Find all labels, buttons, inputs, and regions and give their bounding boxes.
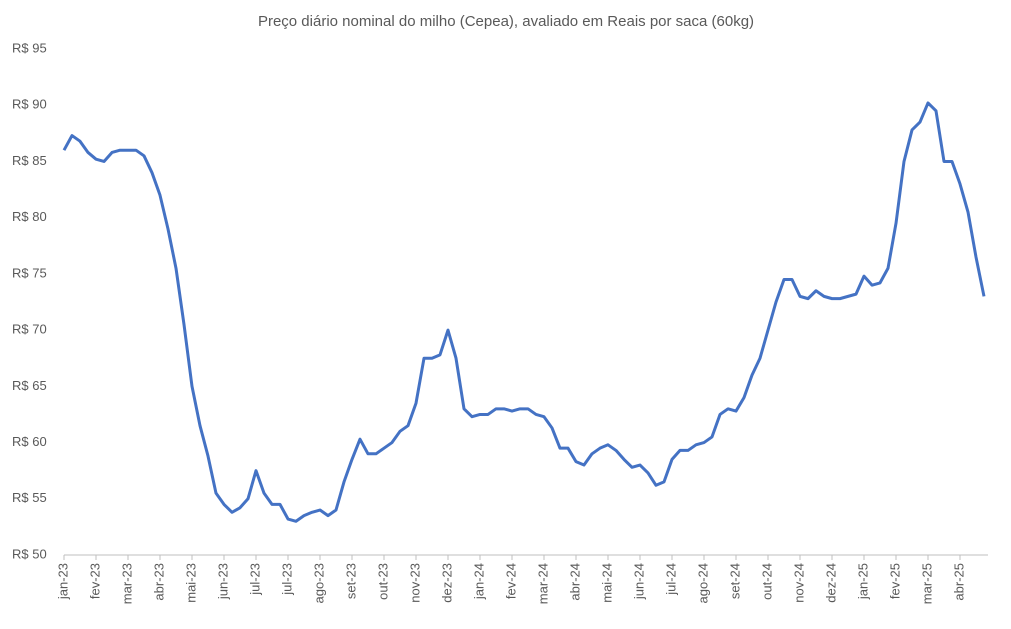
- x-tick-label: fev-24: [503, 563, 518, 599]
- x-tick-label: jul-23: [279, 563, 294, 596]
- x-tick-label: jun-24: [631, 563, 646, 600]
- x-tick-label: jan-24: [471, 563, 486, 600]
- x-tick-label: mai-23: [183, 563, 198, 603]
- x-tick-label: mar-23: [119, 563, 134, 604]
- x-tick-label: ago-23: [311, 563, 326, 603]
- y-tick-label: R$ 60: [12, 434, 47, 449]
- price-line: [62, 101, 986, 523]
- x-tick-label: jun-23: [215, 563, 230, 600]
- x-tick-label: mar-25: [919, 563, 934, 604]
- x-tick-label: dez-23: [439, 563, 454, 603]
- x-tick-label: mar-24: [535, 563, 550, 604]
- x-tick-label: fev-23: [87, 563, 102, 599]
- x-tick-label: abr-23: [151, 563, 166, 601]
- x-tick-label: ago-24: [695, 563, 710, 603]
- y-tick-label: R$ 90: [12, 97, 47, 112]
- x-tick-label: jan-23: [55, 563, 70, 600]
- x-tick-label: nov-23: [407, 563, 422, 603]
- x-tick-label: jan-25: [855, 563, 870, 600]
- y-tick-label: R$ 50: [12, 546, 47, 561]
- x-tick-label: jul-24: [663, 563, 678, 596]
- x-tick-label: jul-23: [247, 563, 262, 596]
- x-tick-label: abr-24: [567, 563, 582, 601]
- x-tick-label: set-23: [343, 563, 358, 599]
- y-tick-label: R$ 85: [12, 153, 47, 168]
- chart-title: Preço diário nominal do milho (Cepea), a…: [258, 13, 754, 30]
- x-tick-label: out-24: [759, 563, 774, 600]
- y-tick-label: R$ 75: [12, 265, 47, 280]
- y-tick-label: R$ 65: [12, 378, 47, 393]
- x-tick-label: fev-25: [887, 563, 902, 599]
- x-tick-label: set-24: [727, 563, 742, 599]
- y-tick-label: R$ 70: [12, 322, 47, 337]
- x-tick-label: out-23: [375, 563, 390, 600]
- y-tick-label: R$ 55: [12, 490, 47, 505]
- x-tick-label: nov-24: [791, 563, 806, 603]
- x-tick-label: mai-24: [599, 563, 614, 603]
- y-tick-label: R$ 80: [12, 209, 47, 224]
- x-tick-label: abr-25: [951, 563, 966, 601]
- y-tick-label: R$ 95: [12, 40, 47, 55]
- x-tick-label: dez-24: [823, 563, 838, 603]
